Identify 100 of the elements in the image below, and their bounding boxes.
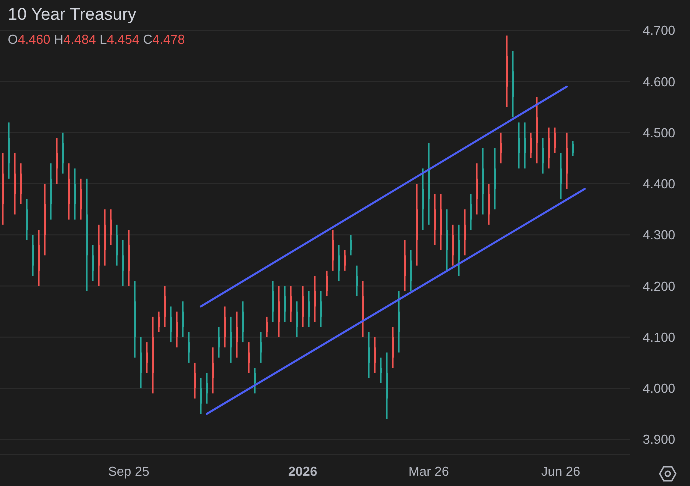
- candlestick: [368, 332, 370, 380]
- candlestick: [164, 285, 166, 328]
- candlestick: [524, 122, 526, 170]
- candlestick: [50, 162, 52, 221]
- candlestick: [416, 183, 418, 267]
- candlestick: [488, 183, 490, 226]
- y-tick-label: 4.100: [643, 330, 676, 345]
- candlestick: [548, 127, 550, 170]
- candlestick: [356, 265, 358, 298]
- candlestick: [452, 224, 454, 267]
- candlestick: [284, 285, 286, 323]
- candlestick: [128, 229, 130, 288]
- candlestick: [530, 132, 532, 160]
- candlestick: [470, 193, 472, 231]
- candlestick: [116, 224, 118, 267]
- candlestick: [380, 357, 382, 384]
- candlestick: [476, 162, 478, 216]
- candlestick: [230, 316, 232, 364]
- candlestick: [62, 132, 64, 175]
- candlestick: [446, 208, 448, 272]
- candlestick: [374, 336, 376, 374]
- candlestick: [188, 332, 190, 364]
- candlestick: [308, 290, 310, 328]
- annotation: O4.460 H4.484 L4.454 C4.478: [8, 32, 186, 47]
- candlestick: [80, 178, 82, 221]
- y-tick-label: 4.500: [643, 125, 676, 140]
- y-tick-label: 4.300: [643, 228, 676, 243]
- candlestick: [560, 152, 562, 200]
- candlestick: [200, 378, 202, 415]
- candlestick: [32, 234, 34, 277]
- candlestick: [44, 183, 46, 256]
- x-tick-label: Mar 26: [408, 464, 450, 479]
- candlestick: [278, 285, 280, 338]
- candlestick: [266, 316, 268, 338]
- candlestick: [86, 178, 88, 292]
- candlestick: [236, 311, 238, 359]
- candlestick: [26, 198, 28, 242]
- candlestick: [392, 326, 394, 369]
- y-tick-label: 4.400: [643, 176, 676, 192]
- candlestick: [404, 239, 406, 292]
- candlestick: [500, 132, 502, 164]
- candlestick: [350, 234, 352, 256]
- candlestick: [566, 132, 568, 190]
- candlestick: [2, 152, 4, 226]
- candlestick: [254, 367, 256, 394]
- chart-title: 10 Year Treasury: [8, 5, 138, 24]
- candlestick: [92, 244, 94, 282]
- candlestick: [572, 140, 574, 158]
- candlestick: [428, 142, 430, 226]
- candlestick: [362, 280, 364, 338]
- candlestick: [146, 342, 148, 374]
- candlestick: [74, 168, 76, 221]
- candlestick: [98, 224, 100, 288]
- candlestick: [68, 162, 70, 221]
- candlestick: [260, 332, 262, 364]
- candlestick: [134, 280, 136, 359]
- y-tick-label: 3.900: [643, 432, 676, 448]
- candlestick: [296, 300, 298, 338]
- candlestick: [506, 34, 508, 108]
- candlestick: [176, 311, 178, 348]
- x-tick-label: 2026: [288, 464, 318, 479]
- candlestick: [20, 162, 22, 206]
- candlestick: [224, 306, 226, 348]
- candlestick: [386, 352, 388, 420]
- candlestick: [206, 372, 208, 405]
- candlestick: [8, 122, 10, 180]
- candlestick: [494, 147, 496, 210]
- x-tick-label: Jun 26: [541, 464, 581, 479]
- candlestick: [440, 193, 442, 252]
- candlestick: [158, 311, 160, 334]
- candlestick: [482, 147, 484, 216]
- candlestick: [242, 300, 244, 344]
- candlestick: [272, 280, 274, 323]
- y-tick-label: 4.000: [643, 381, 676, 396]
- y-tick-label: 4.200: [643, 278, 676, 294]
- candlestick: [290, 285, 292, 323]
- candlestick: [320, 290, 322, 328]
- candlestick: [554, 127, 556, 154]
- candlestick: [170, 306, 172, 344]
- candlestick: [326, 270, 328, 298]
- y-tick-label: 4.700: [643, 23, 676, 38]
- candlestick: [122, 239, 124, 288]
- y-tick-label: 4.600: [643, 74, 676, 90]
- candlestick: [194, 362, 196, 400]
- candlestick: [152, 316, 154, 394]
- candlestick: [344, 250, 346, 272]
- x-tick-label: Sep 25: [108, 464, 150, 479]
- candlestick: [536, 96, 538, 164]
- candlestick: [14, 152, 16, 216]
- candlestick: [302, 285, 304, 328]
- candlestick: [248, 342, 250, 374]
- candlestick: [212, 346, 214, 394]
- candlestick: [110, 208, 112, 246]
- candlestick: [464, 208, 466, 256]
- candlestick: [104, 208, 106, 267]
- candlestick: [398, 290, 400, 354]
- candlestick: [140, 336, 142, 390]
- candlestick: [182, 300, 184, 338]
- candlestick: [38, 229, 40, 288]
- candlestick: [512, 50, 514, 118]
